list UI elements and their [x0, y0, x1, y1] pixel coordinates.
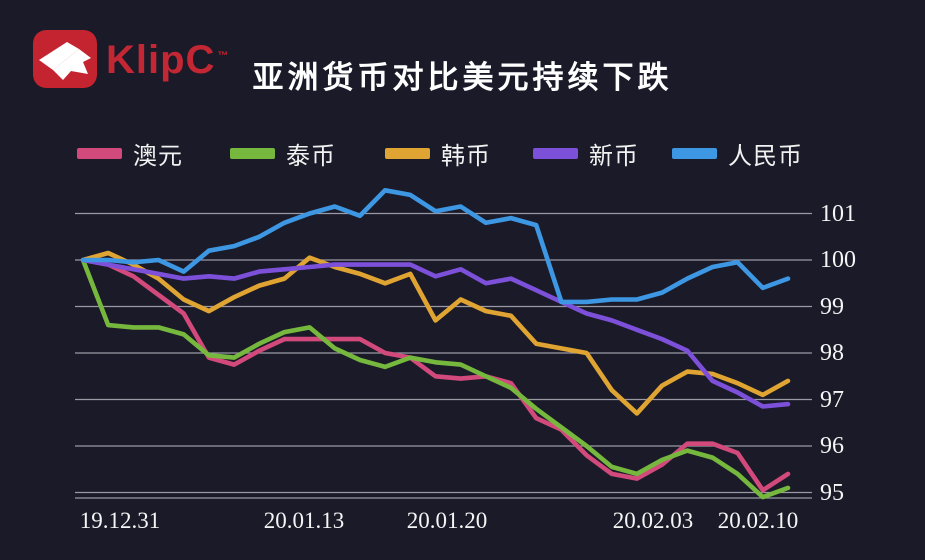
series-line-4-人民币: [80, 188, 791, 305]
y-axis-label-100: 100: [820, 247, 856, 273]
series-line-1-泰币: [80, 257, 791, 500]
series-line-3-新币: [80, 257, 791, 409]
y-axis-label-97: 97: [820, 386, 844, 413]
x-axis-label-20-02-03: 20.02.03: [612, 508, 694, 533]
y-axis-label-98: 98: [820, 340, 844, 366]
legend-item-sgd: 新币: [533, 139, 639, 170]
legend-item-krw: 韩币: [385, 139, 491, 170]
legend-swatch-thb: [230, 147, 275, 159]
page-title: 亚洲货币对比美元持续下跌: [252, 60, 673, 95]
legend-item-thb: 泰币: [230, 139, 336, 170]
x-axis-label-20-02-10: 20.02.10: [717, 508, 799, 533]
legend-swatch-cny: [672, 147, 717, 159]
x-axis-label-20-01-20: 20.01.20: [406, 508, 488, 533]
legend-swatch-krw: [385, 147, 430, 159]
legend-swatch-sgd: [533, 147, 578, 159]
legend-label-cny: 人民币: [728, 142, 803, 170]
legend-item-aud: 澳元: [77, 139, 183, 170]
y-axis-label-99: 99: [820, 293, 844, 320]
legend-swatch-aud: [77, 147, 122, 159]
legend-label-thb: 泰币: [286, 142, 336, 170]
klipc-logo-icon: [33, 30, 97, 88]
y-axis-label-101: 101: [820, 200, 856, 227]
legend-label-aud: 澳元: [133, 142, 183, 170]
legend-item-cny: 人民币: [672, 139, 803, 170]
x-axis-label-19-12-31: 19.12.31: [79, 508, 161, 533]
x-axis-label-20-01-13: 20.01.13: [263, 508, 345, 533]
y-axis-label-95: 95: [820, 479, 844, 506]
legend-label-sgd: 新币: [589, 142, 639, 170]
brand-name: KlipC ™: [106, 38, 230, 82]
y-axis-label-96: 96: [820, 433, 844, 459]
trademark-mark: ™: [217, 49, 230, 62]
series-line-2-韩币: [80, 250, 791, 416]
legend-label-krw: 韩币: [441, 142, 491, 170]
